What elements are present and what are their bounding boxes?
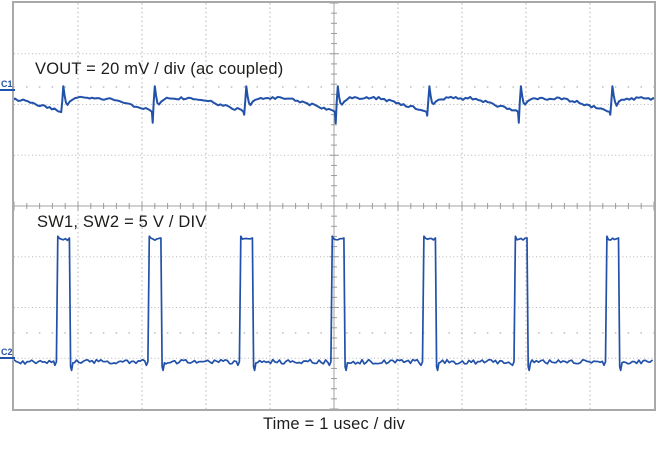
scope-graticule xyxy=(12,1,656,411)
waveform-canvas xyxy=(14,3,654,409)
ch2-marker-underline xyxy=(0,357,15,359)
ch2-marker: C2 xyxy=(1,347,13,357)
ch1-scale-label: VOUT = 20 mV / div (ac coupled) xyxy=(35,60,284,78)
ch2-scale-label: SW1, SW2 = 5 V / DIV xyxy=(37,213,207,231)
ch1-marker: C1 xyxy=(1,79,13,89)
time-scale-label: Time = 1 usec / div xyxy=(262,415,406,433)
ch1-marker-underline xyxy=(0,89,15,91)
